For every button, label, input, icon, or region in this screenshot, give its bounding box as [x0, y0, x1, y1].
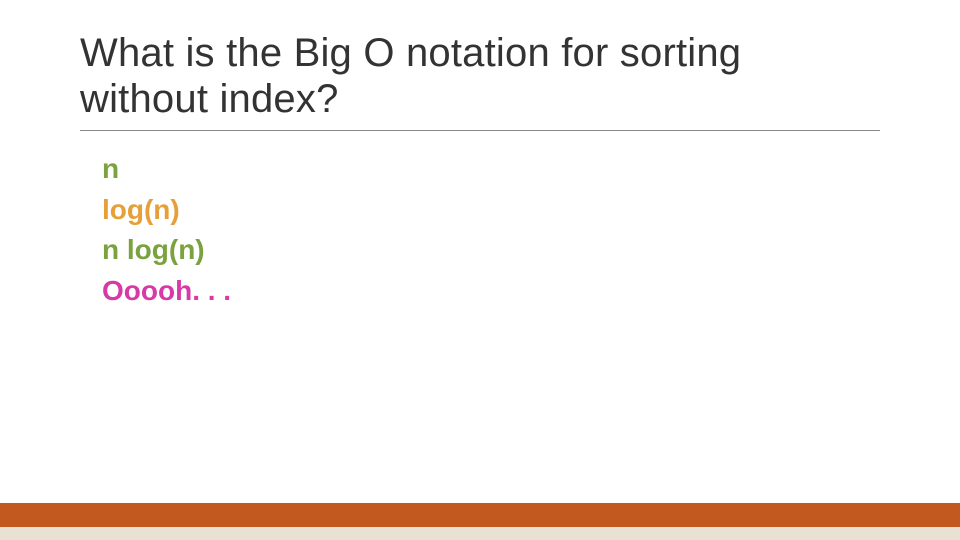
slide-footer — [0, 503, 960, 540]
slide-title: What is the Big O notation for sorting w… — [80, 30, 880, 131]
slide: What is the Big O notation for sorting w… — [0, 0, 960, 540]
answers-list: n log(n) n log(n) Ooooh. . . — [80, 149, 880, 311]
answer-option: log(n) — [102, 190, 880, 231]
answer-option: Ooooh. . . — [102, 271, 880, 312]
answer-option: n log(n) — [102, 230, 880, 271]
footer-accent-bar — [0, 503, 960, 527]
footer-base-bar — [0, 527, 960, 540]
answer-option: n — [102, 149, 880, 190]
